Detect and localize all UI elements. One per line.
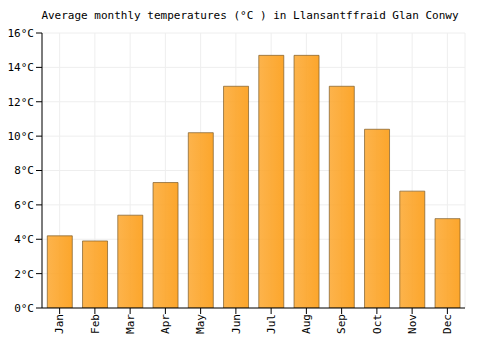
svg-text:2°C: 2°C [14,268,34,281]
svg-text:14°C: 14°C [8,61,34,74]
svg-text:Sep: Sep [335,314,348,334]
svg-text:Nov: Nov [406,314,419,334]
svg-text:Aug: Aug [300,314,313,334]
svg-text:Mar: Mar [124,314,137,334]
svg-text:Feb: Feb [89,314,102,334]
svg-text:Jul: Jul [265,314,278,334]
svg-text:Jan: Jan [53,314,66,334]
svg-text:Jun: Jun [230,314,243,334]
svg-text:May: May [194,314,207,334]
svg-text:16°C: 16°C [8,27,34,40]
svg-text:8°C: 8°C [14,164,34,177]
svg-text:0°C: 0°C [14,302,34,315]
svg-text:4°C: 4°C [14,233,34,246]
svg-text:12°C: 12°C [8,96,34,109]
svg-text:Apr: Apr [159,314,172,334]
html-text:Average monthly temperatures (: Average monthly temperatures (°C ) in Ll… [41,9,459,22]
svg-text:6°C: 6°C [14,199,34,212]
svg-text:Oct: Oct [371,314,384,334]
svg-text:Dec: Dec [441,314,454,334]
svg-text:10°C: 10°C [8,130,34,143]
